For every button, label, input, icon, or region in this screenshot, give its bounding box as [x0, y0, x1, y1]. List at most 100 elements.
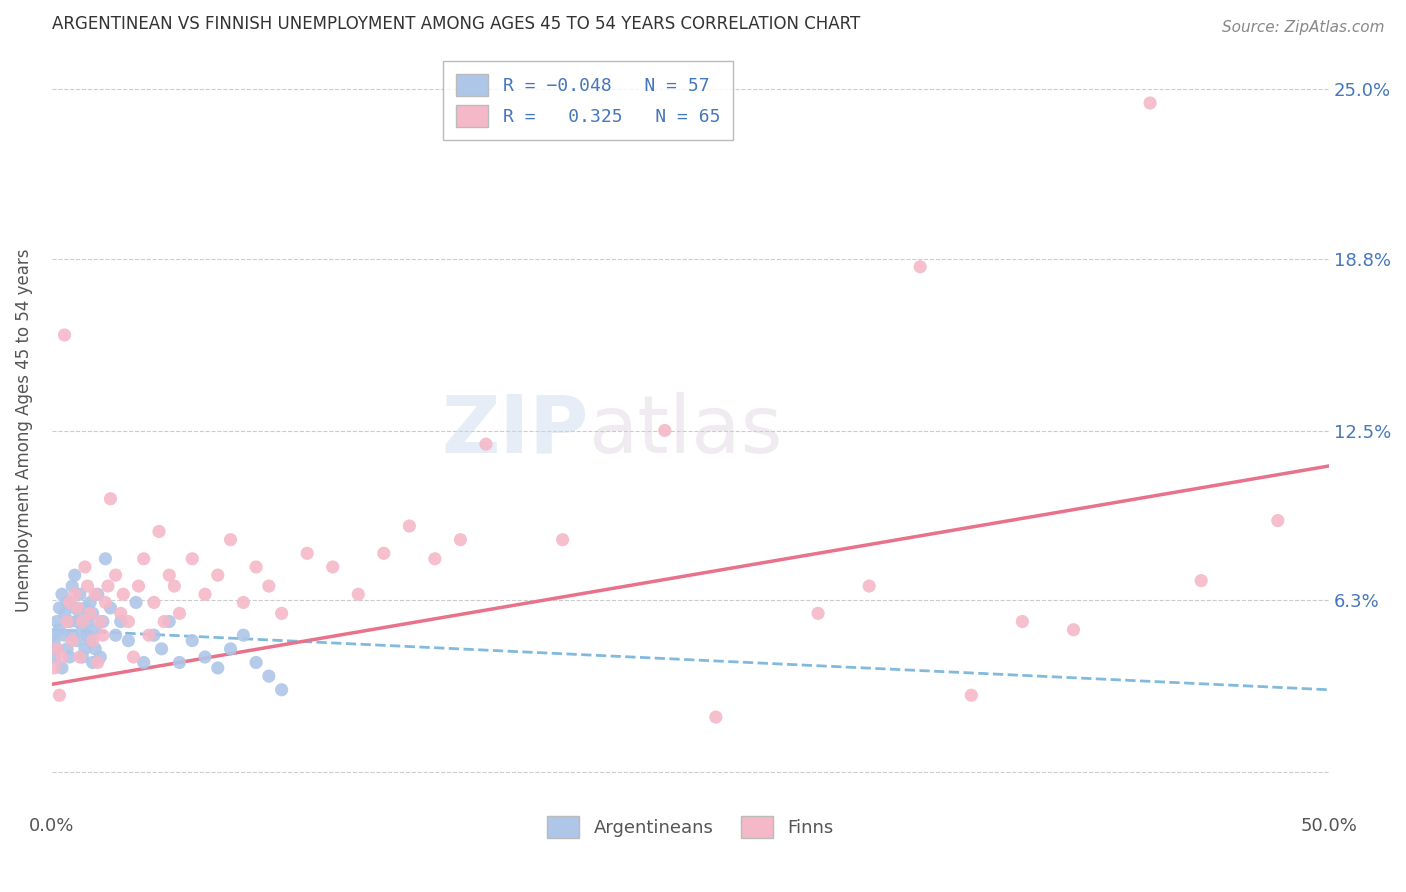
Point [91, 628, 114, 642]
Point [157, 615, 180, 629]
Point [423, 551, 446, 566]
Point [82, 633, 104, 648]
Point [44, 633, 66, 648]
Point [704, 710, 727, 724]
Point [84, 623, 107, 637]
Point [48, 600, 70, 615]
Point [91, 615, 114, 629]
Point [322, 560, 344, 574]
Point [207, 661, 229, 675]
Text: ARGENTINEAN VS FINNISH UNEMPLOYMENT AMONG AGES 45 TO 54 YEARS CORRELATION CHART: ARGENTINEAN VS FINNISH UNEMPLOYMENT AMON… [52, 15, 860, 33]
Point [44, 661, 66, 675]
Point [89, 615, 111, 629]
Point [449, 533, 471, 547]
Point [56, 615, 79, 629]
Text: Source: ZipAtlas.com: Source: ZipAtlas.com [1222, 20, 1385, 35]
Point [56, 595, 79, 609]
Point [169, 607, 191, 621]
Point [51, 650, 73, 665]
Point [104, 568, 127, 582]
Point [207, 568, 229, 582]
Point [69, 650, 91, 665]
Point [59, 615, 82, 629]
Point [76, 628, 98, 642]
Point [59, 650, 82, 665]
Text: ZIP: ZIP [441, 392, 588, 469]
Point [194, 650, 217, 665]
Point [60, 633, 83, 648]
Point [122, 650, 145, 665]
Point [51, 587, 73, 601]
Point [59, 595, 82, 609]
Point [1062, 623, 1084, 637]
Point [232, 628, 254, 642]
Point [100, 491, 122, 506]
Point [807, 607, 830, 621]
Point [82, 607, 104, 621]
Point [66, 615, 89, 629]
Point [60, 628, 83, 642]
Point [84, 587, 107, 601]
Point [79, 607, 101, 621]
Point [53, 328, 76, 343]
Point [48, 688, 70, 702]
Point [150, 641, 173, 656]
Point [1139, 95, 1161, 110]
Point [148, 524, 170, 539]
Point [84, 641, 107, 656]
Point [69, 607, 91, 621]
Point [63, 600, 86, 615]
Point [125, 595, 148, 609]
Point [257, 669, 280, 683]
Point [53, 607, 76, 621]
Point [73, 560, 96, 574]
Point [89, 650, 111, 665]
Point [60, 579, 83, 593]
Point [219, 533, 242, 547]
Text: atlas: atlas [588, 392, 783, 469]
Point [1011, 615, 1033, 629]
Point [270, 607, 292, 621]
Point [73, 600, 96, 615]
Point [398, 519, 420, 533]
Point [117, 615, 139, 629]
Point [63, 587, 86, 601]
Point [232, 595, 254, 609]
Point [245, 656, 267, 670]
Point [858, 579, 880, 593]
Point [110, 607, 132, 621]
Point [94, 551, 117, 566]
Point [181, 551, 204, 566]
Point [97, 579, 120, 593]
Point [654, 424, 676, 438]
Point [295, 546, 318, 560]
Point [63, 568, 86, 582]
Point [94, 595, 117, 609]
Point [45, 641, 67, 656]
Point [142, 595, 165, 609]
Point [1189, 574, 1212, 588]
Point [163, 579, 186, 593]
Y-axis label: Unemployment Among Ages 45 to 54 years: Unemployment Among Ages 45 to 54 years [15, 249, 32, 612]
Point [73, 641, 96, 656]
Point [44, 650, 66, 665]
Point [960, 688, 983, 702]
Point [347, 587, 370, 601]
Point [132, 656, 155, 670]
Point [66, 600, 89, 615]
Point [257, 579, 280, 593]
Point [1267, 514, 1289, 528]
Point [56, 641, 79, 656]
Point [72, 623, 94, 637]
Point [475, 437, 498, 451]
Point [45, 615, 67, 629]
Point [169, 656, 191, 670]
Point [48, 623, 70, 637]
Point [76, 615, 98, 629]
Point [76, 579, 98, 593]
Point [270, 682, 292, 697]
Point [53, 628, 76, 642]
Point [245, 560, 267, 574]
Point [51, 661, 73, 675]
Legend: Argentineans, Finns: Argentineans, Finns [540, 809, 841, 846]
